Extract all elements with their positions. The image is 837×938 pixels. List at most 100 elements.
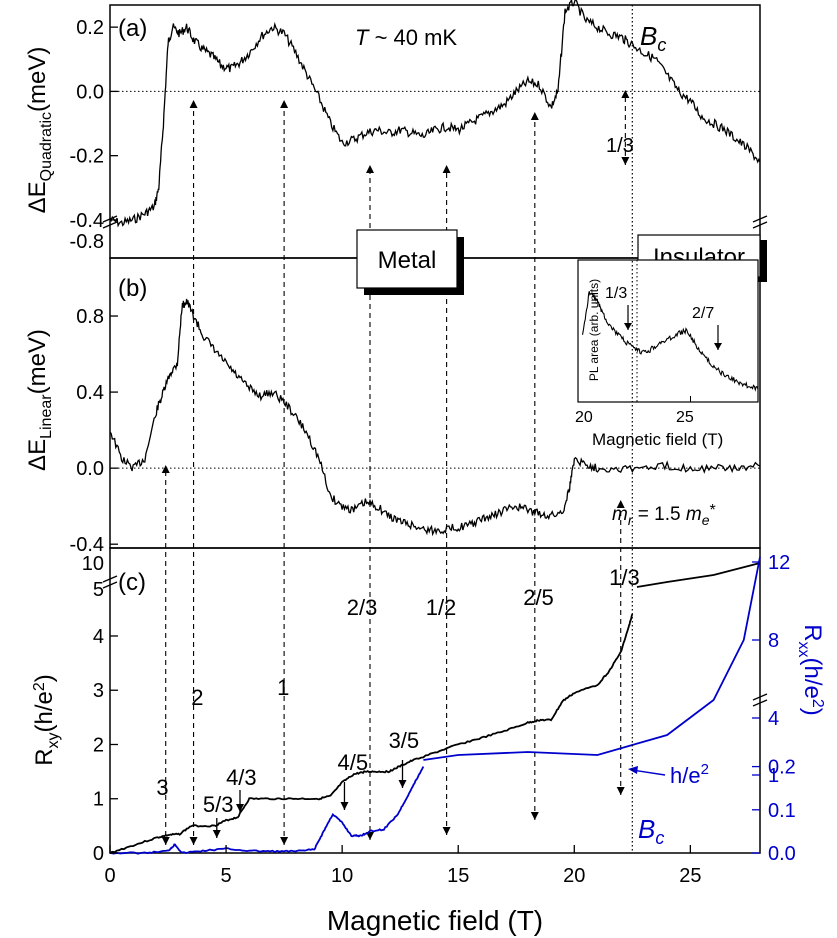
plateau-label: 3/5 <box>389 728 420 753</box>
dashed-arrow-head-6 <box>616 500 625 508</box>
series-line-rxx <box>109 766 425 855</box>
dashed-arrow-tail-6 <box>616 787 625 795</box>
dashed-arrow-head-3 <box>366 165 374 173</box>
he2-pointer-head <box>628 766 638 774</box>
dashed-arrow-tail-5 <box>530 812 539 820</box>
inset-arrow-head-0 <box>624 323 632 330</box>
plateau-label: 2 <box>191 685 203 710</box>
ylabel-b: ΔELinear(meV) <box>24 329 55 471</box>
ytick-label-c-left: 0 <box>93 843 104 865</box>
series-line-rxy-upper <box>636 562 761 588</box>
inset-label-1-3: 1/3 <box>605 285 627 302</box>
series-line-a <box>109 0 761 228</box>
ytick-label-c-right-upper: 1 <box>768 765 779 787</box>
ytick-label-a: -0.4 <box>70 210 104 232</box>
inset: 1/3 2/7 20 25 Magnetic field (T) PL area… <box>575 259 759 449</box>
axis-break-marks <box>102 215 768 707</box>
panel-a-series <box>109 0 761 228</box>
ytick-label-c-left-break: 5 <box>93 579 104 601</box>
dashed-arrow-head-1 <box>189 100 198 108</box>
plateau-label: 3 <box>156 775 168 800</box>
ytick-label-c-left: 3 <box>93 680 104 702</box>
plateau-label: 1 <box>277 675 289 700</box>
solid-arrow-head-1 <box>236 804 244 812</box>
dashed-arrow-tail-7 <box>621 157 630 165</box>
bc-label-c: Bc <box>638 814 664 848</box>
ytick-label-c-left-break: 10 <box>82 553 104 575</box>
ylabel-a: ΔEQuadratic(meV) <box>24 47 55 214</box>
solid-arrow-head-0 <box>212 830 221 838</box>
ytick-label-c-left: 1 <box>93 789 104 811</box>
ylabel-c-left: Rxy(h/e2) <box>31 674 62 766</box>
temperature-annotation: T ~ 40 mK <box>355 25 457 50</box>
inset-line <box>581 291 759 392</box>
inset-arrow-head-1 <box>714 343 722 350</box>
xlabel: Magnetic field (T) <box>327 905 543 936</box>
ytick-label-a-break: -0.8 <box>70 231 104 253</box>
dashed-arrow-head-7 <box>621 90 630 98</box>
dashed-arrow-tail-0 <box>161 837 170 845</box>
mass-annotation: mr = 1.5 me* <box>612 502 716 528</box>
inset-xtick-20: 20 <box>575 409 593 426</box>
plateau-label: 2/3 <box>347 595 378 620</box>
label-1-3-a: 1/3 <box>606 135 634 157</box>
plateau-label: 2/5 <box>523 585 554 610</box>
xtick-label: 20 <box>563 865 585 887</box>
ytick-label-b: 0.4 <box>76 382 104 404</box>
dashed-arrow-tail-4 <box>442 827 451 835</box>
ytick-label-b: 0.8 <box>76 306 104 328</box>
dashed-arrow-head-4 <box>442 165 451 173</box>
inset-xlabel: Magnetic field (T) <box>592 430 723 449</box>
inset-ylabel: PL area (arb. units) <box>587 279 601 381</box>
xtick-label: 10 <box>331 865 353 887</box>
inset-xtick-25: 25 <box>676 409 694 426</box>
ytick-label-c-right-upper: 4 <box>768 708 779 730</box>
reference-lines <box>110 90 760 469</box>
series-line-rxy <box>109 613 634 854</box>
xtick-label: 0 <box>104 865 115 887</box>
plateau-label: 4/5 <box>338 750 369 775</box>
panel-b-label: (b) <box>118 275 147 302</box>
solid-arrow-head-3 <box>398 780 407 788</box>
metal-box: Metal <box>356 229 464 295</box>
ytick-label-b: -0.4 <box>70 534 104 556</box>
plateau-label: 1/3 <box>609 565 640 590</box>
ytick-label-a: -0.2 <box>70 146 104 168</box>
series-line-rxx-upper <box>423 556 761 761</box>
ytick-label-c-left: 4 <box>93 626 104 648</box>
panel-c-label: (c) <box>118 569 146 596</box>
xtick-label: 5 <box>221 865 232 887</box>
axis-ticks: 0 5 10 15 20 25-0.4-0.20.00.2-0.8-0.40.00.40.… <box>70 17 796 887</box>
ytick-label-a: 0.0 <box>76 81 104 103</box>
xtick-label: 25 <box>679 865 701 887</box>
ytick-label-c-left: 2 <box>93 734 104 756</box>
arrows-group: 3 2 1 2/3 1/2 2/5 1/3 5/34/3 4/5 3/5 <box>156 90 640 845</box>
dashed-arrow-head-2 <box>280 100 289 108</box>
ytick-label-b: 0.0 <box>76 458 104 480</box>
xtick-label: 15 <box>447 865 469 887</box>
inset-series <box>577 291 759 402</box>
dashed-arrow-tail-1 <box>189 837 198 845</box>
ylabel-c-right: Rxx(h/e2) <box>795 624 826 716</box>
ytick-label-c-right: 0.2 <box>768 757 796 779</box>
he2-pointer <box>631 769 666 776</box>
ytick-label-c-right-upper: 12 <box>768 552 790 574</box>
ytick-label-c-right: 0.0 <box>768 843 796 865</box>
metal-label: Metal <box>378 247 437 274</box>
dashed-arrow-tail-3 <box>366 832 374 840</box>
plateau-label: 5/3 <box>203 792 234 817</box>
panel-b-series <box>109 298 761 537</box>
panel-a-label: (a) <box>118 15 147 42</box>
ytick-label-c-right-upper: 8 <box>768 630 779 652</box>
dashed-arrow-head-0 <box>161 465 170 473</box>
dashed-arrow-head-5 <box>530 112 539 120</box>
ytick-label-a: 0.2 <box>76 17 104 39</box>
series-line-b <box>109 298 761 537</box>
plateau-label: 1/2 <box>426 595 457 620</box>
inset-label-2-7: 2/7 <box>692 305 714 322</box>
plateau-label: 4/3 <box>226 765 257 790</box>
solid-arrow-head-2 <box>340 802 349 810</box>
ytick-label-c-right: 0.1 <box>768 800 796 822</box>
dashed-arrow-tail-2 <box>280 837 289 845</box>
